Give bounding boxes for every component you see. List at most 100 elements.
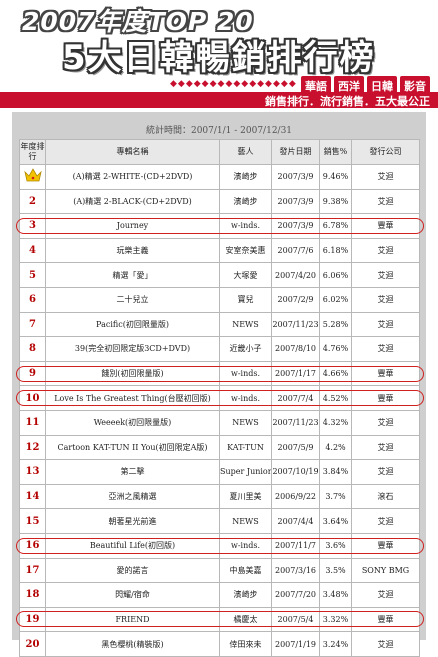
table-row: 17 愛的諾言 中島美嘉 2007/3/16 3.5% SONY BMG	[19, 557, 420, 584]
rank-cell: 5	[19, 262, 46, 288]
album-name: Love Is The Greatest Thing(台壓初回版)	[45, 385, 220, 411]
year-title: 2007年度TOP 20	[22, 7, 254, 36]
release-date: 2007/10/19	[271, 459, 320, 485]
record-label: 艾迴	[351, 286, 420, 313]
record-label: 艾迴	[351, 582, 420, 608]
rank-cell: 18	[19, 582, 46, 608]
table-row: 3 Journey w-inds. 2007/3/9 6.78% 豐華	[19, 213, 420, 239]
rank-cell: 16	[19, 532, 46, 559]
record-label: 艾迴	[351, 188, 420, 215]
artist-name: NEWS	[219, 409, 272, 436]
release-date: 2007/2/9	[271, 286, 320, 313]
diamond-decoration: ◆◆◆◆◆◆◆◆◆◆◆◆◆◆◆◆	[170, 79, 297, 89]
artist-name: 濱崎步	[219, 582, 272, 608]
release-date: 2006/9/22	[271, 483, 320, 510]
sales-share: 4.76%	[319, 336, 352, 362]
rank-cell: 12	[19, 434, 46, 461]
album-name: 餞別(初回限量版)	[45, 360, 220, 387]
release-date: 2007/4/4	[271, 508, 320, 534]
artist-name: Super Junior	[219, 459, 272, 485]
record-label: 艾迴	[351, 164, 420, 190]
table-row: 8 39(完全初回限定版3CD+DVD) 近畿小子 2007/8/10 4.76% 艾迴	[19, 336, 420, 362]
record-label: SONY BMG	[351, 557, 420, 584]
table-row: 1(A)精選 2-WHITE-(CD+2DVD)濱崎步2007/3/99.46%…	[19, 164, 420, 190]
rank-cell: 17	[19, 557, 46, 584]
album-name: (A)精選 2-WHITE-(CD+2DVD)	[45, 164, 220, 190]
release-date: 2007/11/23	[271, 409, 320, 436]
release-date: 2007/3/16	[271, 557, 320, 584]
album-name: 39(完全初回限定版3CD+DVD)	[45, 336, 220, 362]
rank-cell: 20	[19, 631, 46, 657]
sales-share: 3.24%	[319, 631, 352, 657]
rank-cell: 13	[19, 459, 46, 485]
record-label: 艾迴	[351, 262, 420, 288]
table-row: 9 餞別(初回限量版) w-inds. 2007/1/17 4.66% 豐華	[19, 360, 420, 387]
table-row: 19 FRIEND 橘慶太 2007/5/4 3.32% 豐華	[19, 606, 420, 633]
album-name: Journey	[45, 213, 220, 239]
artist-name: w-inds.	[219, 532, 272, 559]
release-date: 2007/3/9	[271, 213, 320, 239]
category-badges: 華語 西洋 日韓 影音	[301, 76, 430, 96]
album-name: 玩樂主義	[45, 237, 220, 264]
sales-share: 4.66%	[319, 360, 352, 387]
rank-cell: 6	[19, 286, 46, 313]
album-name: 二十兒立	[45, 286, 220, 313]
album-name: Cartoon KAT-TUN II You(初回限定A版)	[45, 434, 220, 461]
rank-cell: 19	[19, 606, 46, 633]
album-name: FRIEND	[45, 606, 220, 633]
album-name: Beautiful Life(初回版)	[45, 532, 220, 559]
release-date: 2007/8/10	[271, 336, 320, 362]
artist-name: 濱崎步	[219, 188, 272, 215]
sales-share: 4.32%	[319, 409, 352, 436]
table-header-row: 年度排行 專輯名稱 藝人 發片日期 銷售% 發行公司	[19, 139, 420, 165]
release-date: 2007/5/4	[271, 606, 320, 633]
release-date: 2007/11/23	[271, 311, 320, 338]
category-badge-video[interactable]: 影音	[400, 76, 430, 96]
release-date: 2007/1/17	[271, 360, 320, 387]
rank-cell: 14	[19, 483, 46, 510]
sales-share: 3.64%	[319, 508, 352, 534]
release-date: 2007/5/9	[271, 434, 320, 461]
rank-cell: 15	[19, 508, 46, 534]
header-album: 專輯名稱	[45, 139, 220, 165]
rank-cell: 3	[19, 213, 46, 239]
release-date: 2007/7/6	[271, 237, 320, 264]
sales-share: 3.48%	[319, 582, 352, 608]
record-label: 艾迴	[351, 311, 420, 338]
sales-share: 3.5%	[319, 557, 352, 584]
table-row: 12 Cartoon KAT-TUN II You(初回限定A版) KAT-TUN 2…	[19, 434, 420, 461]
header-share: 銷售%	[319, 139, 352, 165]
artist-name: 近畿小子	[219, 336, 272, 362]
artist-name: 寶兒	[219, 286, 272, 313]
stat-period: 統計時間：2007/1/1 - 2007/12/31	[145, 126, 293, 136]
sales-share: 4.52%	[319, 385, 352, 411]
category-badge-jpkr[interactable]: 日韓	[367, 76, 397, 96]
category-badge-mandarin[interactable]: 華語	[301, 76, 331, 96]
rank-cell: 8	[19, 336, 46, 362]
table-row: 5 精選「愛」 大塚愛 2007/4/20 6.06% 艾迴	[19, 262, 420, 288]
artist-name: w-inds.	[219, 360, 272, 387]
artist-name: NEWS	[219, 508, 272, 534]
sales-share: 9.38%	[319, 188, 352, 215]
table-row: 15 朝著星光前進 NEWS 2007/4/4 3.64% 艾迴	[19, 508, 420, 534]
release-date: 2007/4/20	[271, 262, 320, 288]
record-label: 艾迴	[351, 631, 420, 657]
category-badge-western[interactable]: 西洋	[334, 76, 364, 96]
record-label: 豐華	[351, 360, 420, 387]
rank-cell: 1	[19, 164, 46, 190]
record-label: 艾迴	[351, 459, 420, 485]
release-date: 2007/1/19	[271, 631, 320, 657]
sales-share: 3.7%	[319, 483, 352, 510]
record-label: 艾迴	[351, 237, 420, 264]
artist-name: 倖田來未	[219, 631, 272, 657]
record-label: 艾迴	[351, 508, 420, 534]
record-label: 滾石	[351, 483, 420, 510]
record-label: 艾迴	[351, 434, 420, 461]
sales-share: 6.78%	[319, 213, 352, 239]
record-label: 豐華	[351, 532, 420, 559]
album-name: (A)精選 2-BLACK-(CD+2DVD)	[45, 188, 220, 215]
rank-cell: 4	[19, 237, 46, 264]
ranking-table: 年度排行 專輯名稱 藝人 發片日期 銷售% 發行公司 1(A)精選 2-WHIT…	[19, 139, 420, 657]
sales-share: 6.02%	[319, 286, 352, 313]
table-row: 6 二十兒立 寶兒 2007/2/9 6.02% 艾迴	[19, 286, 420, 313]
